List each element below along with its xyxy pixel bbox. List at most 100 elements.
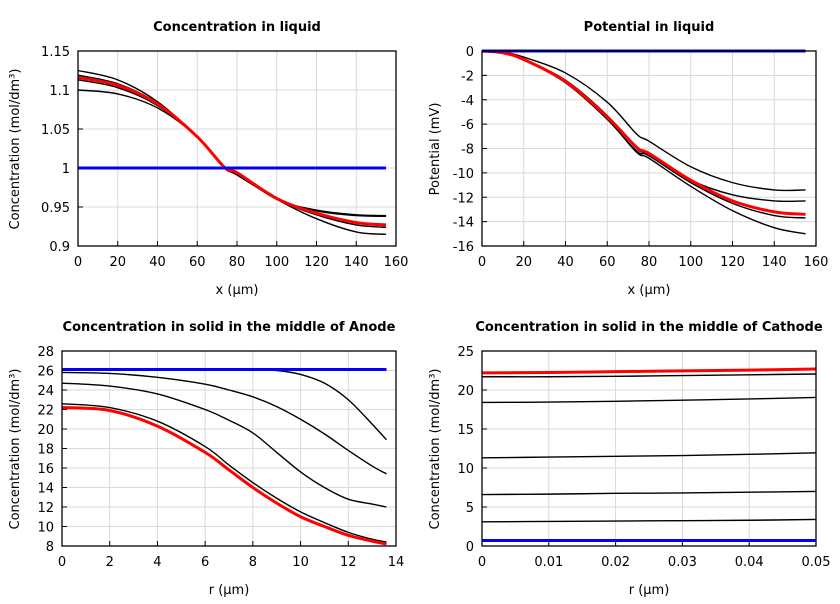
- series-line-5: [61, 406, 387, 546]
- x-tick-label: 100: [678, 255, 703, 270]
- y-tick-label: 10: [37, 521, 54, 536]
- x-tick-label: 60: [189, 255, 206, 270]
- x-tick-label: 14: [388, 555, 405, 570]
- y-tick-label: 10: [457, 462, 474, 477]
- x-tick-label: 40: [557, 255, 574, 270]
- series-line-2: [77, 74, 387, 218]
- y-axis-label: Concentration (mol/dm³): [428, 369, 443, 530]
- y-tick-label: 16: [37, 462, 54, 477]
- y-tick-label: 0.9: [49, 240, 70, 255]
- x-axis-label: x (µm): [216, 283, 259, 298]
- x-tick-label: 4: [153, 555, 161, 570]
- x-tick-label: 80: [229, 255, 246, 270]
- grid: [481, 350, 817, 547]
- x-tick-label: 0.01: [534, 555, 563, 570]
- y-tick-label: 14: [37, 482, 54, 497]
- x-tick-label: 0.05: [802, 555, 831, 570]
- plot-frame: [481, 350, 817, 547]
- series-line-1: [481, 50, 806, 192]
- y-tick-label: 5: [466, 501, 474, 516]
- y-tick-label: 1.1: [49, 84, 70, 99]
- x-axis-label: r (µm): [629, 583, 670, 598]
- y-tick-label: 24: [37, 384, 54, 399]
- x-tick-label: 100: [264, 255, 289, 270]
- series-line-3: [481, 452, 817, 459]
- y-tick-label: -6: [461, 118, 474, 133]
- x-tick-label: 0: [74, 255, 82, 270]
- x-tick-label: 40: [149, 255, 166, 270]
- chart-title: Concentration in solid in the middle of …: [63, 320, 396, 335]
- x-tick-label: 0: [478, 255, 486, 270]
- x-axis-label: x (µm): [628, 283, 671, 298]
- chart-concentration-liquid: Concentration in liquid x (µm) Concentra…: [8, 20, 408, 298]
- y-tick-label: 0: [466, 540, 474, 555]
- plot-frame: [481, 50, 817, 247]
- x-tick-label: 0.04: [735, 555, 764, 570]
- y-tick-label: 0.95: [41, 201, 70, 216]
- x-tick-label: 20: [515, 255, 532, 270]
- chart-title: Concentration in solid in the middle of …: [475, 320, 823, 335]
- x-tick-label: 6: [201, 555, 209, 570]
- chart-title: Potential in liquid: [584, 20, 715, 35]
- grid: [61, 350, 397, 547]
- series-line-4: [481, 490, 817, 496]
- x-tick-label: 120: [304, 255, 329, 270]
- x-tick-label: 140: [762, 255, 787, 270]
- y-tick-label: 22: [37, 404, 54, 419]
- x-tick-label: 120: [720, 255, 745, 270]
- x-tick-label: 2: [106, 555, 114, 570]
- y-tick-label: -8: [461, 143, 474, 158]
- series-line-1: [481, 373, 817, 378]
- y-tick-label: 1: [62, 162, 70, 177]
- y-tick-label: 0: [466, 45, 474, 60]
- y-axis-label: Potential (mV): [428, 103, 443, 196]
- y-tick-label: 8: [46, 540, 54, 555]
- chart-solid-cathode: Concentration in solid in the middle of …: [428, 320, 830, 598]
- x-tick-label: 8: [249, 555, 257, 570]
- chart-potential-liquid: Potential in liquid x (µm) Potential (mV…: [428, 20, 828, 298]
- series-line-3: [481, 50, 806, 219]
- series-line-2: [481, 396, 817, 404]
- x-tick-label: 0.03: [668, 555, 697, 570]
- series-line-3: [77, 79, 387, 228]
- series-line-1: [77, 69, 387, 217]
- y-tick-label: 1.15: [41, 45, 70, 60]
- series-line-2: [61, 371, 387, 475]
- series-line-4: [61, 402, 387, 543]
- y-tick-label: 12: [37, 501, 54, 516]
- x-tick-label: 140: [344, 255, 369, 270]
- y-tick-label: 18: [37, 443, 54, 458]
- y-tick-label: 20: [457, 384, 474, 399]
- y-tick-label: -14: [453, 216, 474, 231]
- y-axis-label: Concentration (mol/dm³): [8, 369, 23, 530]
- x-tick-label: 10: [292, 555, 309, 570]
- series-line-5: [481, 49, 806, 216]
- y-tick-label: 26: [37, 365, 54, 380]
- y-tick-label: -12: [453, 191, 474, 206]
- x-tick-label: 20: [109, 255, 126, 270]
- y-tick-label: -10: [453, 167, 474, 182]
- series-line-3: [61, 382, 387, 508]
- x-tick-label: 12: [340, 555, 357, 570]
- y-tick-label: 28: [37, 345, 54, 360]
- x-tick-label: 60: [599, 255, 616, 270]
- y-tick-label: -16: [453, 240, 474, 255]
- x-tick-label: 0.02: [601, 555, 630, 570]
- x-tick-label: 160: [804, 255, 829, 270]
- y-tick-label: 15: [457, 423, 474, 438]
- series-line-4: [481, 50, 806, 235]
- x-tick-label: 160: [384, 255, 409, 270]
- x-axis-label: r (µm): [209, 583, 250, 598]
- chart-solid-anode: Concentration in solid in the middle of …: [8, 320, 404, 598]
- y-tick-label: 25: [457, 345, 474, 360]
- series-line-5: [481, 518, 817, 523]
- series-line-5: [77, 76, 387, 227]
- plot-frame: [61, 350, 397, 547]
- y-axis-label: Concentration (mol/dm³): [8, 69, 23, 230]
- x-tick-label: 0: [478, 555, 486, 570]
- y-tick-label: -2: [461, 69, 474, 84]
- y-tick-label: -4: [461, 94, 474, 109]
- x-tick-label: 0: [58, 555, 66, 570]
- series-line-6: [481, 367, 817, 375]
